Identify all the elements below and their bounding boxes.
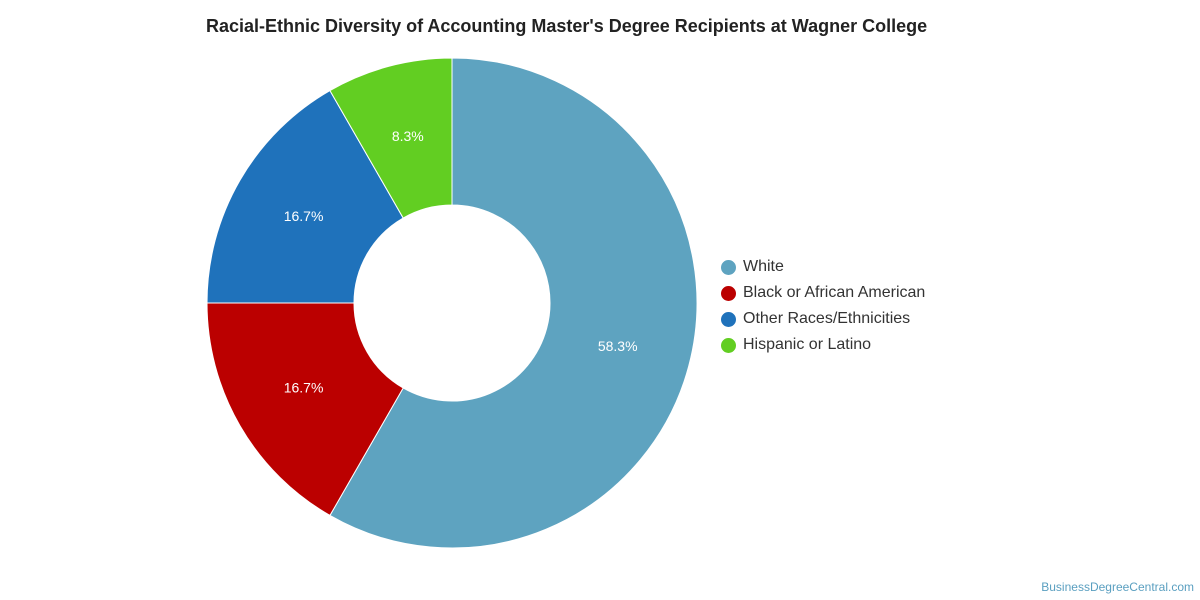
slice-label-black-or-african-american: 16.7%	[284, 380, 324, 396]
legend-label-white: White	[743, 258, 784, 275]
legend-label-hispanic-or-latino: Hispanic or Latino	[743, 336, 872, 353]
source-credit[interactable]: BusinessDegreeCentral.com	[1041, 580, 1194, 594]
chart-title: Racial-Ethnic Diversity of Accounting Ma…	[206, 16, 928, 36]
legend-item-white[interactable]: White	[721, 254, 925, 280]
slice-label-other-races-ethnicities: 16.7%	[284, 208, 324, 224]
slice-black-or-african-american[interactable]	[206, 302, 404, 517]
legend-swatch-black-or-african-american	[721, 285, 736, 301]
slice-label-white: 58.3%	[598, 338, 638, 354]
legend-swatch-other-races-ethnicities	[721, 311, 736, 327]
slice-label-hispanic-or-latino: 8.3%	[392, 128, 424, 144]
slice-other-races-ethnicities[interactable]	[206, 89, 404, 304]
legend-swatch-white	[721, 259, 736, 275]
legend-label-other-races-ethnicities: Other Races/Ethnicities	[743, 310, 911, 327]
legend-item-black-or-african-american[interactable]: Black or African American	[721, 280, 925, 306]
legend-item-hispanic-or-latino[interactable]: Hispanic or Latino	[721, 332, 925, 358]
slice-hispanic-or-latino[interactable]	[329, 57, 453, 219]
legend-swatch-hispanic-or-latino	[721, 337, 736, 353]
chart-legend: White Black or African American Other Ra…	[721, 254, 925, 358]
legend-label-black-or-african-american: Black or African American	[743, 284, 926, 301]
slice-white[interactable]	[329, 57, 698, 549]
legend-item-other-races-ethnicities[interactable]: Other Races/Ethnicities	[721, 306, 925, 332]
